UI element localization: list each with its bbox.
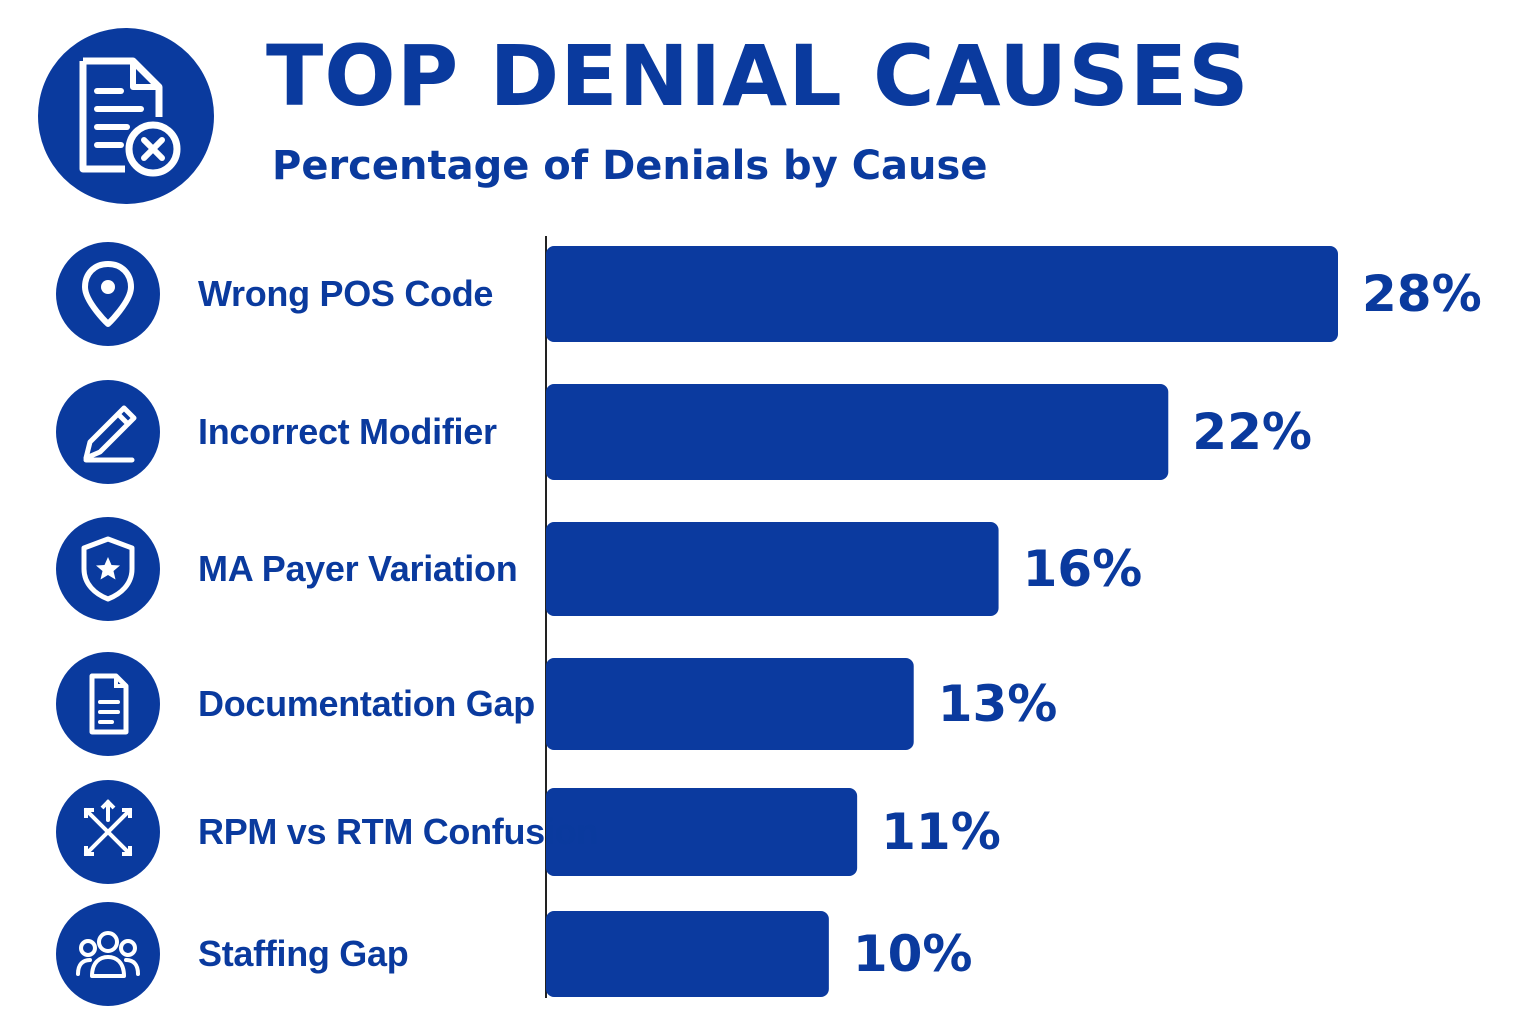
shield-star-icon — [56, 517, 160, 621]
bar-1 — [546, 246, 1338, 342]
category-label-5: RPM vs RTM Confusion — [198, 811, 598, 852]
bar-value-label-5: 11% — [881, 803, 1001, 861]
category-label-2: Incorrect Modifier — [198, 411, 497, 452]
bar-value-label-6: 10% — [853, 925, 973, 983]
bar-value-label-3: 16% — [1023, 540, 1143, 598]
category-label-1: Wrong POS Code — [198, 273, 494, 314]
bar-3 — [546, 522, 999, 616]
people-group-icon — [56, 902, 160, 1006]
bar-2 — [546, 384, 1169, 480]
header-document-reject-icon — [38, 28, 214, 204]
bar-4 — [546, 658, 914, 750]
bar-value-label-2: 22% — [1192, 403, 1312, 461]
denial-causes-chart: 28% 22% 16% 13% 11% 10% — [545, 236, 1482, 998]
bar-value-label-1: 28% — [1362, 265, 1482, 323]
bar-5 — [546, 788, 858, 876]
map-pin-icon — [56, 242, 160, 346]
category-label-6: Staffing Gap — [198, 933, 409, 974]
category-label-3: MA Payer Variation — [198, 548, 518, 589]
page-title: TOP DENIAL CAUSES — [266, 27, 1250, 125]
bar-value-label-4: 13% — [938, 675, 1058, 733]
document-icon — [56, 652, 160, 756]
pencil-icon — [56, 380, 160, 484]
bar-6 — [546, 911, 829, 997]
arrows-exchange-icon — [56, 780, 160, 884]
category-label-4: Documentation Gap — [198, 683, 535, 724]
page-subtitle: Percentage of Denials by Cause — [272, 143, 988, 189]
